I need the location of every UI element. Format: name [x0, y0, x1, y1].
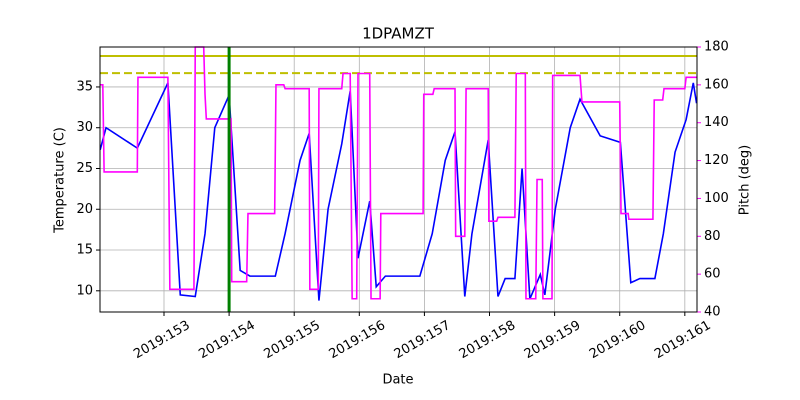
- y2-axis-label: Pitch (deg): [738, 145, 753, 215]
- y2-tick-label: 140: [704, 115, 729, 130]
- y2-tick-label: 120: [704, 153, 729, 168]
- y-tick-label: 15: [76, 243, 93, 258]
- y-tick-label: 30: [76, 120, 93, 135]
- y2-tick-label: 80: [704, 229, 721, 244]
- y-tick-label: 25: [76, 161, 93, 176]
- x-axis-label: Date: [382, 373, 413, 388]
- y-axis-label: Temperature (C): [53, 127, 68, 234]
- y-tick-label: 20: [76, 202, 93, 217]
- y2-tick-label: 160: [704, 77, 729, 92]
- y2-tick-label: 60: [704, 267, 721, 282]
- plot-frame: [99, 46, 698, 313]
- y2-tick-label: 40: [704, 305, 721, 320]
- y2-tick-label: 180: [704, 40, 729, 55]
- chart-title: 1DPAMZT: [362, 25, 435, 43]
- series-line: [100, 46, 697, 300]
- y2-tick-label: 100: [704, 191, 729, 206]
- y-tick-label: 10: [76, 283, 93, 298]
- y-tick-label: 35: [76, 79, 93, 94]
